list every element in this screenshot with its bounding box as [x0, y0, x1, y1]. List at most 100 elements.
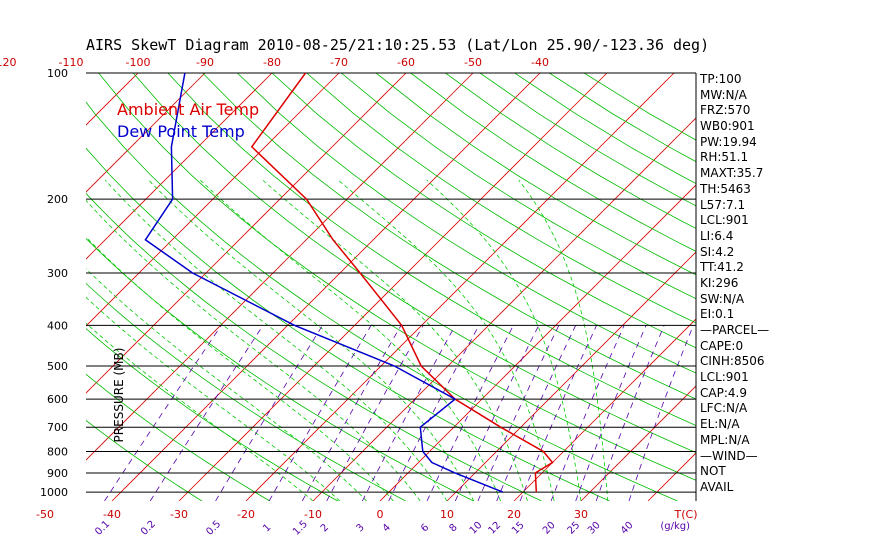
pressure-tick-label: 700: [47, 421, 68, 434]
dry-adiabat-line: [86, 419, 203, 501]
stat-item: TH:5463: [700, 181, 751, 196]
air-temp-line: [250, 73, 554, 493]
temp-unit-label: T(C): [674, 508, 698, 521]
pressure-tick-label: 600: [47, 393, 68, 406]
legend-air-temp: Ambient Air Temp: [117, 100, 260, 119]
dry-adiabat-line: [271, 73, 696, 349]
mixing-ratio-tick-label: 30: [586, 520, 603, 537]
mixing-ratio-tick-label: 4: [381, 522, 393, 534]
dry-adiabat-line: [375, 73, 696, 276]
top-temp-tick-label: -60: [397, 56, 415, 69]
moist-adiabat-line: [86, 199, 421, 501]
pressure-tick-label: 500: [47, 360, 68, 373]
dry-adiabat-line: [202, 73, 696, 400]
stat-item: SW:N/A: [700, 291, 745, 306]
stat-item: EI:0.1: [700, 307, 735, 322]
stat-item: CINH:8506: [700, 354, 765, 369]
mixing-ratio-tick-label: 0.1: [93, 519, 112, 538]
stat-item: TP:100: [700, 72, 742, 86]
top-temp-tick-label: -120: [0, 56, 16, 69]
isotherm-line: [513, 318, 696, 501]
mixing-ratio-tick-label: 8: [447, 522, 459, 534]
dry-adiabat-line: [514, 73, 696, 185]
dry-adiabat-line: [86, 101, 678, 501]
mixing-ratio-tick-label: 12: [486, 520, 503, 537]
top-temp-tick-label: -40: [531, 56, 549, 69]
isotherm-line: [245, 73, 675, 501]
isotherm-line: [86, 73, 474, 461]
mixing-ratio-line: [595, 325, 665, 501]
mixing-ratio-line: [550, 325, 625, 501]
mixing-ratio-tick-label: 10: [468, 520, 485, 537]
pressure-tick-label: 200: [47, 193, 68, 206]
stat-item: LI:6.4: [700, 228, 734, 243]
y-axis-label: PRESSURE (MB): [112, 347, 126, 443]
mixing-ratio-tick-label: 40: [619, 520, 636, 537]
moist-adiabat-line: [86, 296, 341, 501]
isotherm-line: [782, 73, 870, 501]
stat-item: TT:41.2: [700, 260, 744, 275]
bottom-temp-tick-label: -30: [170, 508, 188, 521]
mixing-ratio-tick-label: 1.5: [291, 519, 310, 538]
dry-adiabat-line: [132, 73, 696, 454]
stat-item: —PARCEL—: [700, 323, 770, 337]
stat-item: EL:N/A: [700, 417, 740, 432]
mixing-ratio-tick-label: 3: [354, 522, 366, 534]
isotherm-line: [379, 184, 696, 501]
pressure-tick-label: 100: [47, 67, 68, 80]
stat-item: NOT: [700, 464, 726, 479]
mixing-ratio-line: [575, 325, 647, 501]
dry-adiabat-line: [86, 282, 406, 501]
mixing-ratio-tick-label: 2: [319, 522, 331, 534]
dry-adiabat-line: [86, 192, 542, 501]
mixing-ratio-line: [301, 325, 402, 501]
mixing-ratio-line: [104, 325, 222, 501]
top-temp-tick-label: -90: [196, 56, 214, 69]
bottom-temp-tick-label: -50: [36, 508, 54, 521]
top-temp-tick-label: -50: [464, 56, 482, 69]
mixing-ratio-line: [519, 325, 597, 501]
moist-adiabat-line: [262, 179, 528, 501]
mixing-ratio-line: [426, 325, 514, 501]
mixing-ratio-tick-label: 0.5: [204, 519, 223, 538]
mixing-ratio-line: [454, 325, 540, 501]
stat-item: PW:19.94: [700, 134, 757, 149]
mixing-ratio-line: [149, 325, 264, 501]
isotherm-line: [86, 73, 273, 260]
moist-adiabat-line: [426, 179, 582, 501]
pressure-tick-label: 300: [47, 267, 68, 280]
moist-adiabat-line: [86, 268, 367, 501]
moist-adiabat-line: [104, 179, 448, 501]
bottom-temp-tick-label: 20: [507, 508, 521, 521]
moist-adiabat-line: [86, 322, 314, 501]
dry-adiabat-line: [86, 373, 271, 501]
mixing-ratio-line: [388, 325, 480, 501]
mixing-ratio-line: [362, 325, 456, 501]
pressure-tick-label: 900: [47, 467, 68, 480]
dry-adiabat-line: [86, 237, 474, 501]
stat-item: L57:7.1: [700, 197, 746, 212]
pressure-tick-label: 1000: [40, 486, 68, 499]
top-temp-tick-label: -100: [126, 56, 151, 69]
bottom-temp-tick-label: 0: [377, 508, 384, 521]
dry-adiabat-line: [341, 73, 696, 300]
mixing-ratio-unit-label: (g/kg): [660, 521, 690, 532]
top-temp-tick-label: -70: [330, 56, 348, 69]
stats-panel: TP:100 MW:N/A FRZ:570 WB0:901 PW:19.94 RH:51.…: [700, 72, 769, 496]
dry-adiabat-line: [479, 73, 696, 207]
mixing-ratio-tick-label: 15: [510, 520, 527, 537]
stat-item: RH:51.1: [700, 150, 749, 165]
stat-item: LFC:N/A: [700, 401, 748, 416]
mixing-ratio-line: [268, 325, 372, 501]
stat-item: WB0:901: [700, 119, 755, 134]
mixing-ratio-line: [477, 325, 560, 501]
isotherm-line: [0, 73, 4, 501]
mixing-ratio-line: [628, 325, 694, 501]
legend-dew-point: Dew Point Temp: [117, 122, 245, 141]
stat-item: CAPE:0: [700, 338, 744, 353]
bottom-temp-tick-label: 10: [440, 508, 454, 521]
stat-item: LCL:901: [700, 370, 749, 385]
isotherm-line: [580, 385, 696, 501]
bottom-temp-tick-label: -40: [103, 508, 121, 521]
